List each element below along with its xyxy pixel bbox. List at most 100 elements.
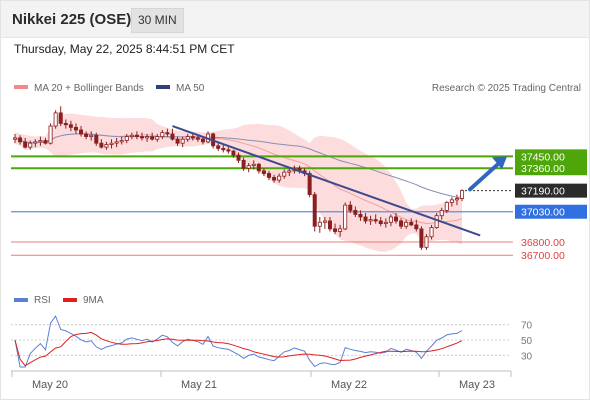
rsi-legend-swatch <box>14 298 28 302</box>
candle-body <box>363 216 368 222</box>
candle-body <box>104 144 109 148</box>
candle-body <box>348 204 353 211</box>
candle-body <box>460 190 465 199</box>
candle-body <box>333 228 338 232</box>
candle-body <box>99 142 104 148</box>
candle-body <box>404 221 409 227</box>
candle-body <box>439 210 444 217</box>
candle-body <box>63 123 68 126</box>
rsi-ma-line <box>14 331 463 367</box>
candle-body <box>282 171 287 177</box>
chart-header: Nikkei 225 (OSE) 30 MIN <box>1 1 589 38</box>
rsi-line <box>14 315 463 368</box>
candle-body <box>165 132 170 135</box>
rsi-tick-label: 30 <box>521 351 533 362</box>
candle-body <box>434 215 439 228</box>
candle-body <box>18 137 23 143</box>
support-label: 36800.00 <box>521 237 565 249</box>
candle-body <box>414 224 419 230</box>
candle-body <box>312 194 317 227</box>
candle-body <box>368 219 373 222</box>
candle-body <box>383 221 388 224</box>
candle-body <box>353 210 358 215</box>
pivot-label: 37030.00 <box>521 207 565 219</box>
candle-body <box>378 220 383 224</box>
candle-body <box>287 170 292 173</box>
timeframe-button[interactable]: 30 MIN <box>131 8 184 33</box>
bollinger-legend-label: MA 20 + Bollinger Bands <box>34 83 144 94</box>
candle-body <box>12 137 17 140</box>
rsi-tick-label: 70 <box>521 321 533 332</box>
candle-body <box>449 199 454 203</box>
candle-body <box>429 227 434 238</box>
candle-body <box>68 124 73 128</box>
credit-text: Research © 2025 Trading Central <box>432 83 581 94</box>
x-axis-labels: May 20 May 21 May 22 May 23 <box>11 371 512 391</box>
candle-body <box>358 213 363 218</box>
support-label: 36700.00 <box>521 250 565 262</box>
ma50-legend-swatch <box>156 85 170 89</box>
candle-body <box>221 148 226 151</box>
candle-body <box>195 137 200 140</box>
candle-body <box>38 140 43 143</box>
candle-body <box>317 221 322 227</box>
candle-body <box>150 136 155 140</box>
ma50-legend-label: MA 50 <box>176 83 205 94</box>
rsi-tick-label: 50 <box>521 336 533 347</box>
x-axis-label: May 22 <box>331 379 367 391</box>
candle-body <box>399 220 404 227</box>
rsi-legend-label: RSI <box>34 295 51 306</box>
projection-arrow-shaft <box>468 159 503 192</box>
candle-body <box>226 149 231 152</box>
candle-body <box>327 220 332 230</box>
x-axis-label: May 20 <box>32 379 68 391</box>
candle-body <box>175 138 180 144</box>
last-price-label-box <box>515 183 587 198</box>
candle-body <box>145 136 150 139</box>
candle-body <box>114 141 119 144</box>
resistance-label-box <box>515 161 587 176</box>
candle-body <box>424 236 429 248</box>
candle-body <box>343 204 348 230</box>
candle-body <box>454 198 459 201</box>
candle-body <box>277 175 282 181</box>
candle-body <box>393 216 398 222</box>
candle-body <box>251 163 256 166</box>
rsi-ma-legend-swatch <box>63 298 77 302</box>
candle-body <box>129 134 134 137</box>
candle-body <box>261 170 266 174</box>
last-price-label: 37190.00 <box>521 186 565 198</box>
candle-body <box>134 134 139 137</box>
candle-body <box>388 216 393 223</box>
pivot-label-box <box>515 204 587 219</box>
x-axis-label: May 23 <box>459 379 495 391</box>
candle-body <box>160 132 165 137</box>
resistance-label: 37360.00 <box>521 163 565 175</box>
candle-body <box>119 140 124 143</box>
ma50-line <box>14 133 463 199</box>
candle-body <box>231 150 236 156</box>
candle-body <box>73 126 78 131</box>
candle-body <box>190 136 195 139</box>
candle-body <box>170 133 175 140</box>
candle-body <box>373 219 378 222</box>
candle-body <box>241 159 246 169</box>
candle-body <box>307 173 312 195</box>
rsi-ma-legend-label: 9MA <box>83 295 104 306</box>
candle-body <box>53 112 58 127</box>
candle-body <box>246 165 251 169</box>
candle-body <box>322 220 327 223</box>
candle-body <box>58 112 63 124</box>
bollinger-band-area <box>15 113 462 252</box>
candle-body <box>89 134 94 137</box>
candle-body <box>236 154 241 161</box>
resistance-label: 37450.00 <box>521 151 565 163</box>
candle-body <box>200 138 205 143</box>
projection-arrow-head <box>492 156 507 170</box>
candle-body <box>185 136 190 140</box>
timestamp: Thursday, May 22, 2025 8:44:51 PM CET <box>14 42 235 56</box>
candle-body <box>23 141 28 148</box>
